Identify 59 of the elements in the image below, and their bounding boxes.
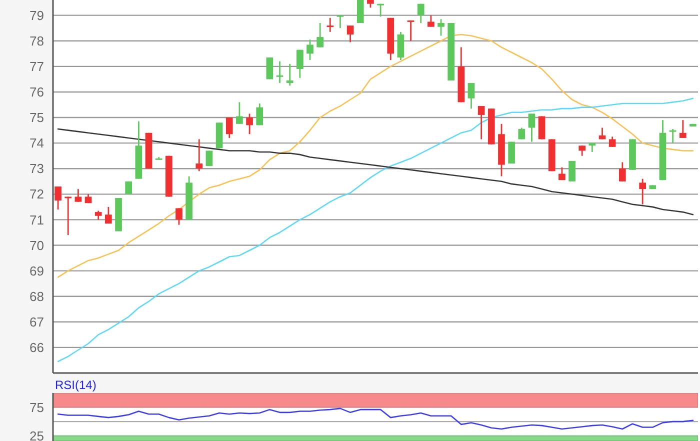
y-tick-label: 73 [30,161,44,176]
candlestick [568,160,576,182]
line-series [57,408,694,430]
candlestick [528,112,536,142]
y-tick-label: 69 [30,263,44,278]
line-series [57,34,694,278]
y-tick-label: 70 [30,238,44,253]
y-tick-label: 76 [30,84,44,100]
candlestick [246,112,253,135]
candlestick [105,206,112,224]
candlestick [306,38,314,61]
candlestick [407,20,414,42]
y-tick-label: 75 [30,110,44,126]
candlestick [558,166,566,181]
candlestick [608,136,616,148]
candlestick [296,49,304,79]
candlestick [618,162,626,182]
y-tick-label: 79 [30,8,44,23]
candlestick [397,31,404,61]
candlestick [236,101,243,125]
line-series [57,128,694,216]
y-tick-label: 25 [30,428,44,441]
y-tick-label: 67 [30,314,44,330]
y-tick-label: 72 [30,186,44,202]
candlestick [417,3,424,24]
candlestick [336,14,344,29]
candlestick [256,102,264,126]
y-tick-label: 75 [30,400,44,415]
candlestick [316,22,324,48]
y-tick-label: 68 [30,288,44,304]
candlestick [438,18,444,36]
candlestick [226,116,233,139]
candlestick [468,82,475,110]
candlestick [669,128,676,144]
y-tick-label: 71 [30,212,44,228]
candlestick [346,24,354,43]
candlestick [478,105,485,140]
candlestick [428,14,434,28]
candlestick [176,208,182,226]
candlestick [679,119,686,139]
y-tick-label: 66 [30,340,44,355]
candlestick [286,63,294,86]
candlestick [74,188,82,203]
candlestick [276,60,284,84]
candlestick [326,17,334,33]
candlestick [206,150,213,167]
candlestick [356,0,364,23]
candlestick [538,116,546,140]
candlestick [639,178,646,206]
candlestick [64,196,72,236]
candlestick [196,138,203,172]
chart-title: RSI(14) [55,378,96,392]
line-series [57,98,694,362]
y-tick-label: 77 [30,58,44,74]
candlestick [377,3,384,18]
y-tick-label: 78 [30,33,44,48]
candlestick [54,186,62,210]
candlestick [578,144,586,157]
y-tick-label: 74 [30,136,44,151]
